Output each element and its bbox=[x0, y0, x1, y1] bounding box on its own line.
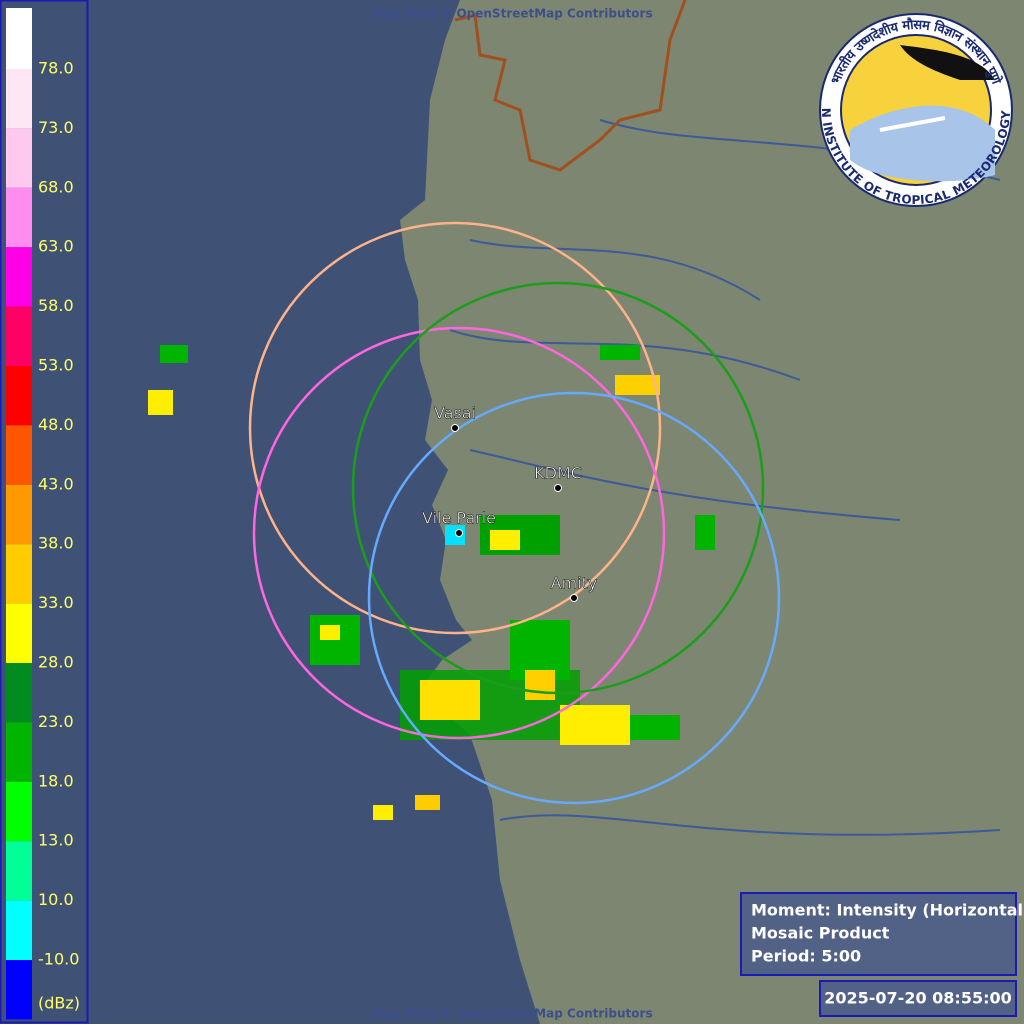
river bbox=[449, 119, 1001, 836]
colorbar-swatch bbox=[6, 128, 32, 188]
radar-site-label: KDMC bbox=[534, 464, 582, 483]
attribution: Map Data © OpenStreetMap Contributors bbox=[371, 7, 652, 21]
colorbar-swatch bbox=[6, 603, 32, 663]
radar-range-ring bbox=[367, 391, 781, 805]
legend-label: 68.0 bbox=[38, 177, 74, 196]
colorbar-swatch bbox=[6, 247, 32, 307]
radar-range-ring bbox=[252, 326, 666, 740]
attribution: Map Data © OpenStreetMap Contributors bbox=[371, 1007, 652, 1021]
legend-label: 18.0 bbox=[38, 771, 74, 790]
legend-label: 48.0 bbox=[38, 415, 74, 434]
colorbar-swatch bbox=[6, 960, 32, 1020]
info-box: Moment: Intensity (Horizontal) Mosaic Pr… bbox=[740, 892, 1024, 976]
land bbox=[400, 0, 1024, 1024]
colorbar-swatch bbox=[6, 366, 32, 426]
legend-label: 58.0 bbox=[38, 296, 74, 315]
colorbar-swatch bbox=[6, 187, 32, 248]
colorbar-swatch bbox=[6, 841, 32, 901]
colorbar-swatch bbox=[6, 781, 32, 842]
colorbar-swatch bbox=[6, 484, 32, 545]
legend-label: -10.0 bbox=[38, 950, 79, 969]
legend-label: 43.0 bbox=[38, 474, 74, 493]
legend-label: 53.0 bbox=[38, 356, 74, 375]
legend-label: 38.0 bbox=[38, 534, 74, 553]
radar-site bbox=[455, 529, 463, 537]
timestamp-box: 2025-07-20 08:55:00 bbox=[819, 980, 1017, 1017]
radar-range-ring bbox=[248, 221, 662, 635]
colorbar-swatch bbox=[6, 544, 32, 604]
radar-range-ring bbox=[351, 281, 765, 695]
echoes bbox=[148, 345, 715, 820]
radar-site bbox=[451, 424, 459, 432]
colorbar-swatch bbox=[6, 900, 32, 960]
timestamp: 2025-07-20 08:55:00 bbox=[824, 989, 1012, 1008]
legend-label: 28.0 bbox=[38, 653, 74, 672]
legend-unit: (dBz) bbox=[38, 994, 80, 1013]
radar-site-label: Vasai bbox=[434, 404, 476, 423]
colorbar-swatch bbox=[6, 8, 32, 69]
radar-site bbox=[554, 484, 562, 492]
legend-label: 13.0 bbox=[38, 831, 74, 850]
colorbar-swatch bbox=[6, 722, 32, 782]
info-product: Mosaic Product bbox=[751, 924, 890, 943]
colorbar-swatch bbox=[6, 425, 32, 485]
legend-label: 23.0 bbox=[38, 712, 74, 731]
colorbar-swatch bbox=[6, 306, 32, 366]
radar-site-label: Vile Parle bbox=[422, 509, 496, 528]
legend-label: 63.0 bbox=[38, 237, 74, 256]
radar-site bbox=[570, 594, 578, 602]
legend-label: 10.0 bbox=[38, 890, 74, 909]
legend-label: 73.0 bbox=[38, 118, 74, 137]
legend-label: 78.0 bbox=[38, 59, 74, 78]
info-moment: Moment: Intensity (Horizontal) bbox=[751, 901, 1024, 920]
colorbar-swatch bbox=[6, 663, 32, 723]
district-border bbox=[454, 0, 687, 172]
colorbar-border bbox=[0, 0, 89, 1024]
colorbar-swatch bbox=[6, 69, 32, 129]
legend-label: 33.0 bbox=[38, 593, 74, 612]
info-period: Period: 5:00 bbox=[751, 947, 861, 966]
radar-site-label: Amity bbox=[551, 574, 598, 593]
